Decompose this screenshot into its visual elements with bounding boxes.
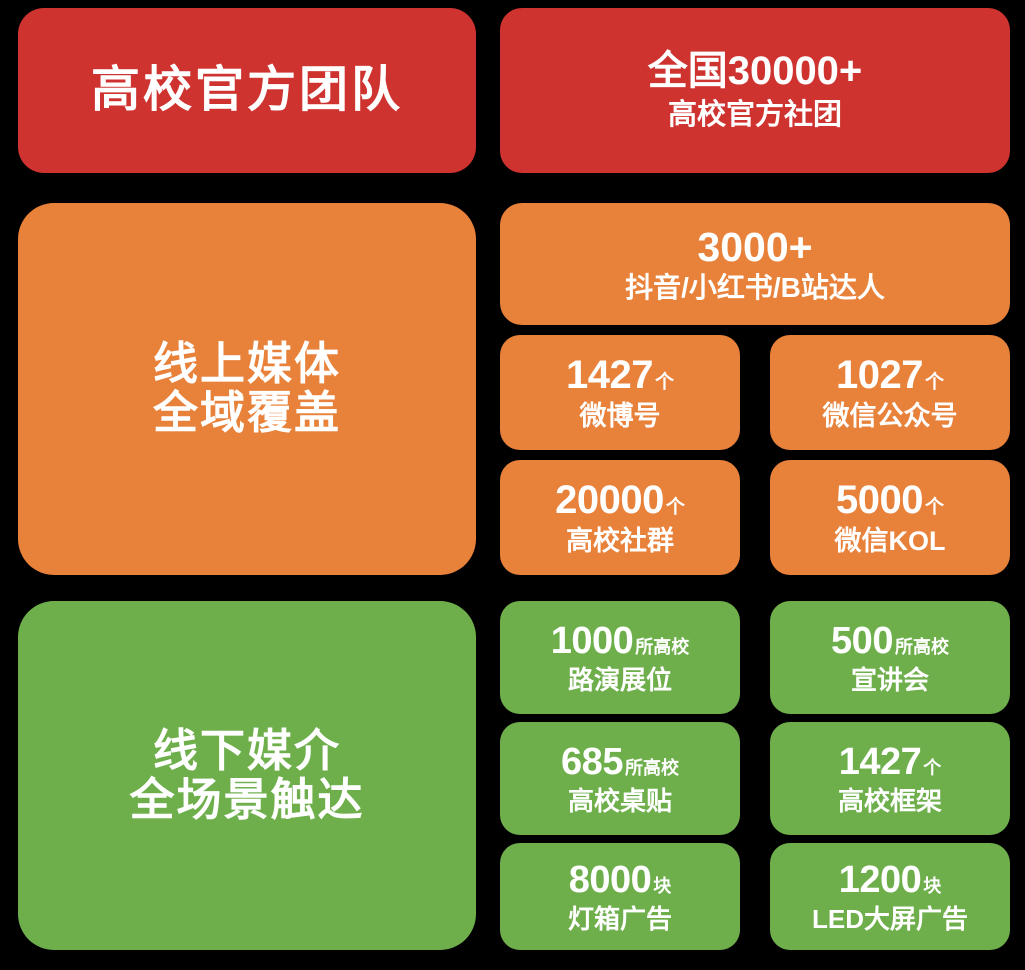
stat-label: 高校框架 <box>837 785 942 816</box>
stat-tile-wechat-kol: 5000 个 微信KOL <box>770 460 1010 575</box>
stat-label: 路演展位 <box>567 664 672 695</box>
stat-headline: 全国30000+ <box>647 48 863 93</box>
stat-number-line: 20000 个 <box>555 479 685 522</box>
category-label-line-2: 全域覆盖 <box>152 387 341 438</box>
stat-sublabel: 抖音/小红书/B站达人 <box>625 272 885 304</box>
stat-sublabel: 高校官方社团 <box>667 98 842 131</box>
stat-tile-roadshow-booths: 1000 所高校 路演展位 <box>500 601 740 714</box>
stat-number: 5000 <box>836 478 923 523</box>
stat-number-line: 685 所高校 <box>561 740 679 783</box>
stat-unit: 所高校 <box>894 636 949 657</box>
stat-unit: 块 <box>653 875 672 896</box>
stat-unit: 个 <box>924 497 944 519</box>
category-label-line-1: 高校官方团队 <box>90 63 403 118</box>
stat-label: 微信KOL <box>834 525 946 556</box>
category-label-line-1: 线上媒体 <box>152 338 341 390</box>
stat-card-national-clubs: 全国30000+ 高校官方社团 <box>500 8 1010 173</box>
stat-unit: 个 <box>665 497 685 519</box>
stat-number: 1427 <box>566 353 653 398</box>
stat-number-line: 1200 块 <box>838 858 942 901</box>
stat-number-line: 5000 个 <box>836 479 944 522</box>
stat-number: 685 <box>561 740 623 783</box>
stat-unit: 所高校 <box>624 757 679 778</box>
stat-number-line: 1027 个 <box>836 354 944 397</box>
stat-number-line: 1000 所高校 <box>550 619 690 662</box>
stat-number: 1200 <box>838 858 922 901</box>
stat-headline: 3000+ <box>697 223 813 270</box>
category-card-offline-media: 线下媒介 全场景触达 <box>18 601 476 950</box>
stat-tile-campus-groups: 20000 个 高校社群 <box>500 460 740 575</box>
stat-unit: 个 <box>923 757 942 778</box>
category-label-line-2: 全场景触达 <box>129 773 365 825</box>
stat-number: 1427 <box>838 740 922 783</box>
stat-label: 微信公众号 <box>822 400 958 431</box>
stat-number: 1000 <box>550 619 634 662</box>
stat-tile-wechat-official-accounts: 1027 个 微信公众号 <box>770 335 1010 450</box>
stat-label: 高校社群 <box>566 525 674 556</box>
stat-number-line: 8000 块 <box>568 858 672 901</box>
stat-number: 500 <box>831 619 893 662</box>
stat-unit: 所高校 <box>635 636 690 657</box>
stat-number: 1027 <box>836 353 923 398</box>
stat-unit: 个 <box>654 372 674 394</box>
stat-number: 20000 <box>555 478 664 523</box>
stat-label: 灯箱广告 <box>567 903 672 934</box>
stat-label: LED大屏广告 <box>811 903 968 934</box>
category-card-official-team: 高校官方团队 <box>18 8 476 173</box>
stat-number-line: 500 所高校 <box>831 619 949 662</box>
stat-tile-info-sessions: 500 所高校 宣讲会 <box>770 601 1010 714</box>
stat-card-kol-creators: 3000+ 抖音/小红书/B站达人 <box>500 203 1010 325</box>
stat-unit: 个 <box>924 372 944 394</box>
stat-tile-weibo-accounts: 1427 个 微博号 <box>500 335 740 450</box>
stat-label: 高校桌贴 <box>567 785 672 816</box>
stat-tile-lightbox-ads: 8000 块 灯箱广告 <box>500 843 740 950</box>
stat-tile-led-screen-ads: 1200 块 LED大屏广告 <box>770 843 1010 950</box>
stat-unit: 块 <box>923 875 942 896</box>
stat-label: 宣讲会 <box>850 664 929 695</box>
stat-tile-campus-frames: 1427 个 高校框架 <box>770 722 1010 835</box>
stat-number: 8000 <box>568 858 652 901</box>
category-card-online-media: 线上媒体 全域覆盖 <box>18 203 476 575</box>
category-label-line-1: 线下媒介 <box>152 724 341 776</box>
stat-tile-desk-stickers: 685 所高校 高校桌贴 <box>500 722 740 835</box>
stat-label: 微博号 <box>579 400 661 431</box>
stat-number-line: 1427 个 <box>838 740 942 783</box>
stat-number-line: 1427 个 <box>566 354 674 397</box>
